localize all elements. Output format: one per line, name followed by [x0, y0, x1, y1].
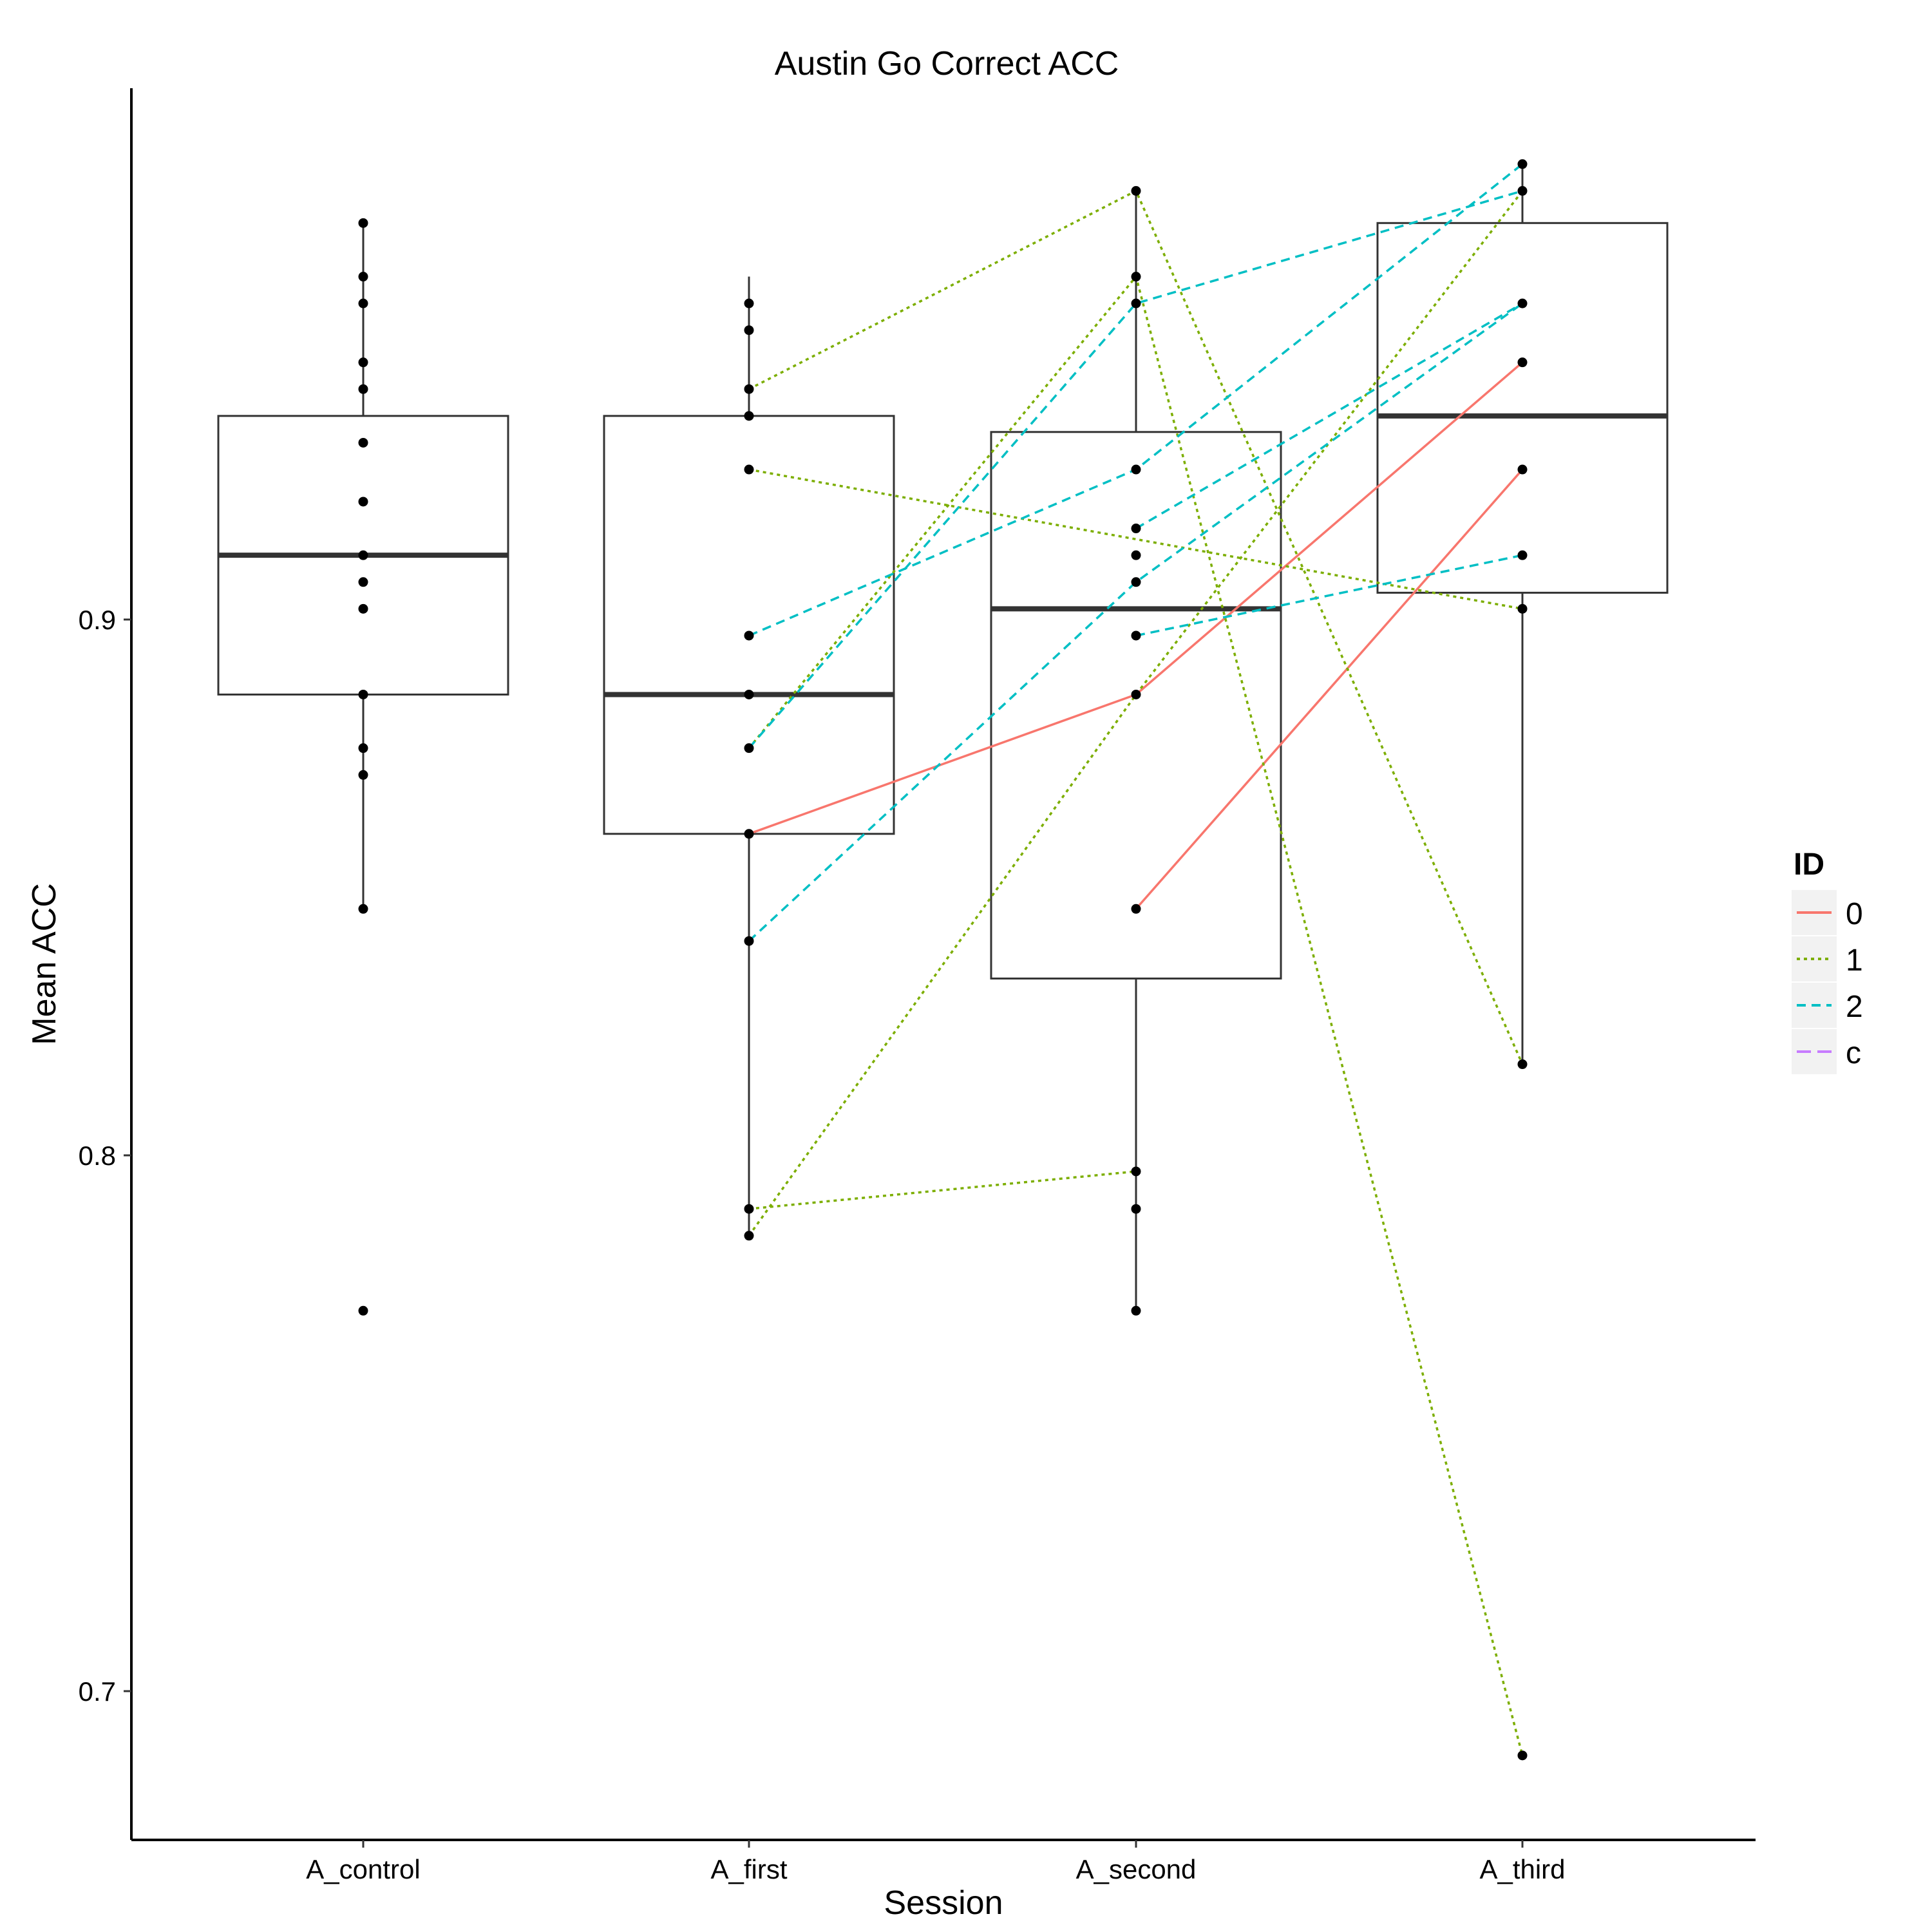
x-axis-title: Session: [884, 1884, 1003, 1922]
data-point: [744, 411, 754, 421]
data-point: [744, 1231, 754, 1241]
legend: ID 0 1 2 c: [1792, 848, 1863, 1074]
data-point: [744, 689, 754, 699]
box-iqr: [990, 431, 1282, 980]
data-point: [1131, 550, 1141, 560]
series-line-id-1: [748, 190, 1524, 1236]
data-point: [358, 384, 368, 394]
legend-label: 1: [1846, 943, 1863, 978]
data-point: [1131, 577, 1141, 587]
data-point: [1517, 185, 1528, 196]
data-point: [1517, 550, 1528, 560]
y-tick-label: 0.8: [79, 1141, 116, 1171]
y-tick-label: 0.7: [79, 1676, 116, 1707]
data-points: [358, 159, 1528, 1761]
legend-label: 2: [1846, 990, 1863, 1024]
legend-label: 0: [1846, 897, 1863, 931]
data-point: [1517, 298, 1528, 308]
data-point: [1517, 159, 1528, 169]
data-point: [358, 904, 368, 914]
data-point: [358, 770, 368, 780]
legend-item-2: 2: [1792, 983, 1863, 1028]
data-point: [1517, 464, 1528, 475]
data-point: [1131, 185, 1141, 196]
data-point: [1517, 1750, 1528, 1761]
data-point: [1131, 630, 1141, 641]
x-tick-label: A_second: [1076, 1854, 1197, 1884]
x-tick-label: A_control: [306, 1854, 420, 1884]
data-point: [358, 550, 368, 560]
box-iqr: [1376, 222, 1669, 594]
y-axis-title: Mean ACC: [26, 883, 63, 1045]
data-point: [358, 743, 368, 753]
series-line-id-1: [748, 1170, 1137, 1210]
legend-title: ID: [1794, 848, 1824, 882]
series-line-id-0: [1135, 468, 1524, 910]
data-point: [744, 325, 754, 336]
data-point: [744, 384, 754, 394]
y-axis-ticks: 0.7 0.8 0.9: [79, 605, 131, 1707]
data-point: [1131, 272, 1141, 282]
data-point: [744, 630, 754, 641]
data-point: [358, 1305, 368, 1316]
data-point: [358, 603, 368, 614]
chart-title: Austin Go Correct ACC: [775, 45, 1119, 82]
data-point: [358, 497, 368, 507]
boxplots: [217, 164, 1669, 1311]
data-point: [1131, 298, 1141, 308]
series-line-id-1: [748, 468, 1523, 611]
y-tick-label: 0.9: [79, 605, 116, 635]
data-point: [744, 1204, 754, 1214]
data-point: [744, 829, 754, 839]
legend-item-0: 0: [1792, 890, 1863, 935]
data-point: [744, 743, 754, 753]
data-point: [744, 298, 754, 308]
data-point: [1517, 357, 1528, 368]
x-tick-label: A_first: [710, 1854, 787, 1884]
legend-label: c: [1846, 1036, 1861, 1070]
data-point: [358, 577, 368, 587]
data-point: [358, 298, 368, 308]
data-point: [358, 272, 368, 282]
x-tick-label: A_third: [1479, 1854, 1565, 1884]
data-point: [358, 437, 368, 448]
data-point: [1131, 464, 1141, 475]
data-point: [1517, 1059, 1528, 1070]
series-line-id-2: [748, 302, 1524, 942]
axes: [130, 88, 1756, 1841]
data-point: [358, 689, 368, 699]
data-point: [1131, 524, 1141, 534]
box-A_third: [1376, 164, 1669, 1065]
data-point: [358, 218, 368, 228]
legend-item-1: 1: [1792, 936, 1863, 981]
data-point: [358, 357, 368, 368]
box-A_first: [603, 276, 895, 1236]
legend-item-c: c: [1792, 1029, 1861, 1074]
data-point: [1131, 1166, 1141, 1177]
series-line-id-2: [1135, 554, 1523, 637]
series-line-id-2: [748, 189, 1523, 749]
data-point: [1131, 1305, 1141, 1316]
data-point: [744, 464, 754, 475]
data-point: [1131, 1204, 1141, 1214]
data-point: [1131, 904, 1141, 914]
data-point: [1517, 603, 1528, 614]
data-point: [744, 936, 754, 946]
box-A_second: [990, 191, 1282, 1311]
box-iqr: [603, 415, 895, 835]
data-point: [1131, 689, 1141, 699]
x-axis-ticks: A_control A_first A_second A_third: [306, 1840, 1566, 1884]
series-line-id-2: [1135, 302, 1523, 530]
